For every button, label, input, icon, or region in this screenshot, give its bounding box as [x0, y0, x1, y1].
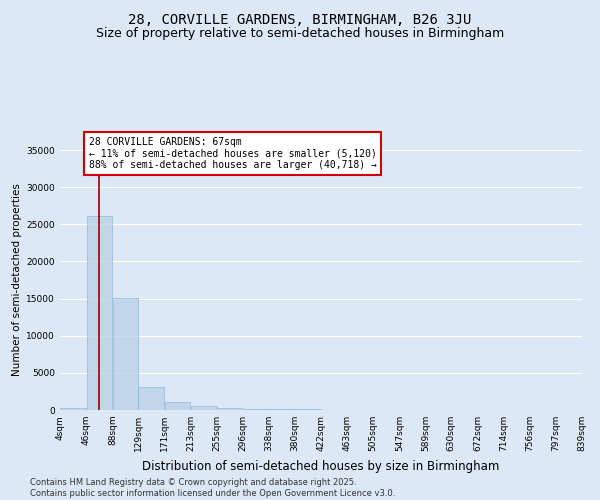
Bar: [164, 402, 190, 410]
Bar: [60, 408, 86, 410]
Y-axis label: Number of semi-detached properties: Number of semi-detached properties: [12, 184, 22, 376]
Bar: [139, 387, 164, 410]
X-axis label: Distribution of semi-detached houses by size in Birmingham: Distribution of semi-detached houses by …: [142, 460, 500, 472]
Text: 28, CORVILLE GARDENS, BIRMINGHAM, B26 3JU: 28, CORVILLE GARDENS, BIRMINGHAM, B26 3J…: [128, 12, 472, 26]
Bar: [191, 406, 217, 410]
Bar: [217, 408, 242, 410]
Text: Contains HM Land Registry data © Crown copyright and database right 2025.
Contai: Contains HM Land Registry data © Crown c…: [30, 478, 395, 498]
Bar: [243, 409, 269, 410]
Text: 28 CORVILLE GARDENS: 67sqm
← 11% of semi-detached houses are smaller (5,120)
88%: 28 CORVILLE GARDENS: 67sqm ← 11% of semi…: [89, 136, 377, 170]
Text: Size of property relative to semi-detached houses in Birmingham: Size of property relative to semi-detach…: [96, 28, 504, 40]
Bar: [86, 216, 112, 410]
Bar: [113, 298, 138, 410]
